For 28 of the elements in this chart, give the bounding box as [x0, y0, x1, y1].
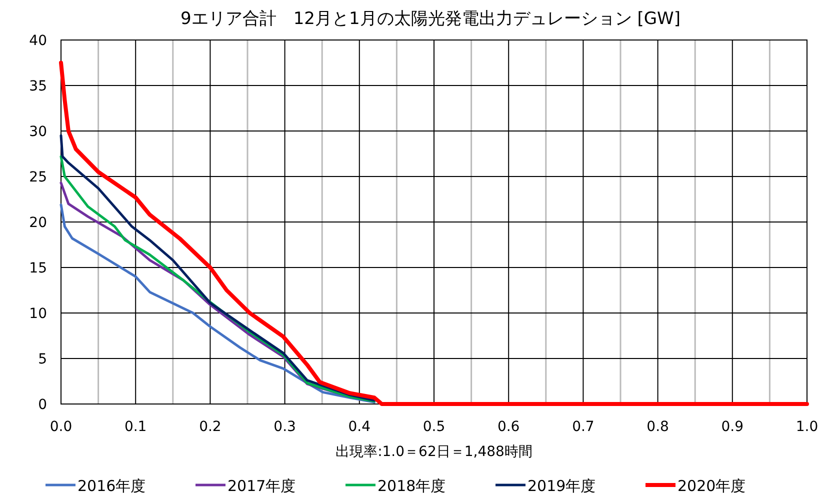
legend-label: 2018年度 — [378, 477, 446, 495]
y-tick-label: 0 — [38, 397, 47, 413]
legend-label: 2019年度 — [528, 477, 596, 495]
y-tick-label: 20 — [29, 215, 47, 231]
legend-label: 2020年度 — [678, 477, 746, 495]
legend-label: 2016年度 — [78, 477, 146, 495]
y-tick-label: 40 — [29, 33, 47, 49]
x-tick-label: 0.2 — [199, 419, 222, 435]
y-tick-label: 15 — [29, 260, 47, 276]
x-tick-label: 0.8 — [646, 419, 669, 435]
y-tick-label: 30 — [29, 124, 47, 140]
x-tick-label: 0.6 — [497, 419, 520, 435]
x-tick-label: 0.7 — [572, 419, 594, 435]
y-tick-label: 35 — [29, 78, 47, 94]
y-tick-label: 10 — [29, 306, 47, 322]
x-tick-label: 0.5 — [422, 419, 446, 435]
x-tick-label: 0.4 — [348, 419, 371, 435]
x-axis-title: 出現率:1.0＝62日＝1,488時間 — [336, 444, 532, 460]
x-tick-label: 0.9 — [721, 419, 744, 435]
line-series — [59, 60, 809, 406]
x-tick-label: 1.0 — [796, 419, 818, 435]
y-tick-label: 25 — [29, 170, 47, 186]
x-tick-label: 0.0 — [50, 419, 72, 435]
x-tick-label: 0.3 — [274, 419, 296, 435]
legend-label: 2017年度 — [228, 477, 296, 495]
y-tick-label: 5 — [38, 352, 47, 368]
x-tick-label: 0.1 — [124, 419, 147, 435]
chart-title: 9エリア合計 12月と1月の太陽光発電出力デュレーション [GW] — [180, 9, 680, 29]
